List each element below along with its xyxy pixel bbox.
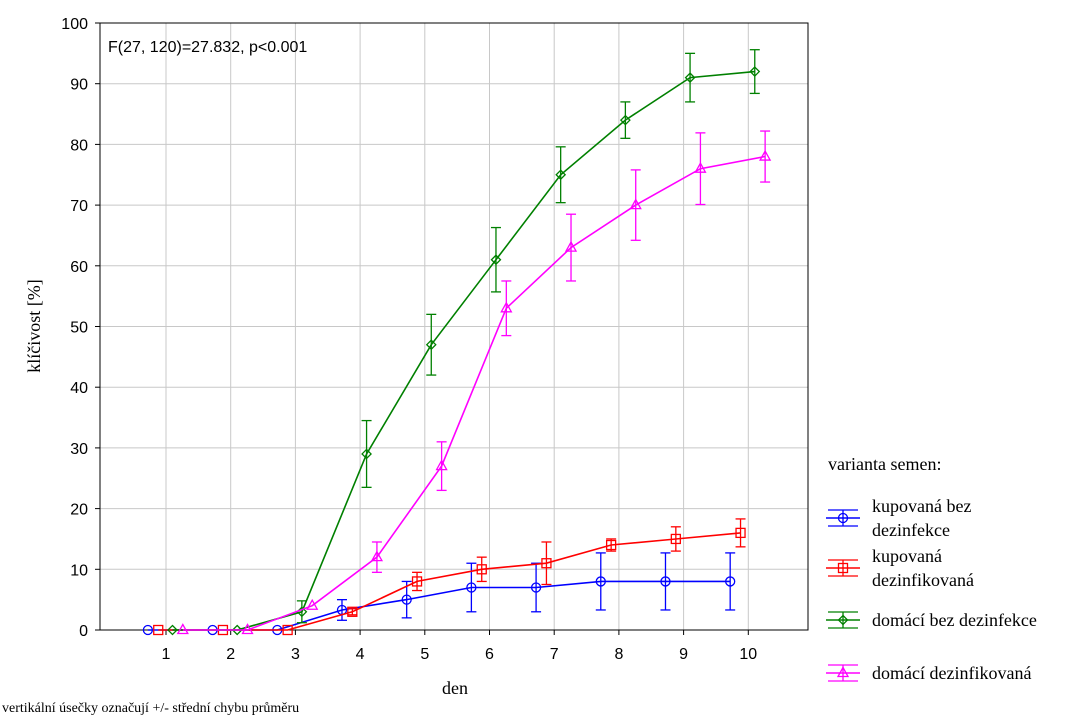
data-point <box>837 614 849 626</box>
data-point <box>605 539 617 551</box>
data-point <box>142 624 154 636</box>
data-point <box>836 666 850 678</box>
y-tick-label: 80 <box>70 137 88 154</box>
data-point <box>153 624 164 636</box>
data-point <box>837 512 849 524</box>
y-tick-label: 0 <box>79 623 88 640</box>
legend-item-2: kupovaná dezinfikovaná <box>826 546 974 590</box>
footnote: vertikální úsečky označují +/- střední c… <box>2 701 299 715</box>
data-point <box>401 594 412 605</box>
x-tick-label: 8 <box>614 646 623 663</box>
y-tick-label: 50 <box>70 320 88 337</box>
data-point <box>500 301 513 313</box>
legend-items: kupovaná bez dezinfekce kupovaná dezinfikov… <box>826 496 1037 683</box>
grid-layer <box>100 23 808 630</box>
data-point <box>759 149 772 161</box>
series-layer <box>142 49 772 636</box>
legend-label: kupovaná <box>872 546 942 566</box>
data-point <box>347 606 358 617</box>
legend-label: domácí bez dezinfekce <box>872 610 1037 630</box>
data-point <box>167 624 178 636</box>
series-line <box>182 155 766 631</box>
x-tick-label: 1 <box>162 646 171 663</box>
data-point <box>629 198 642 210</box>
y-tick-label: 100 <box>61 16 88 33</box>
x-tick-label: 5 <box>420 646 429 663</box>
series-3 <box>167 49 761 636</box>
data-point <box>370 550 384 562</box>
data-point <box>555 169 567 181</box>
legend-label: dezinfikovaná <box>872 570 974 590</box>
data-point <box>725 576 736 587</box>
legend: varianta semen: kupovaná bezdezinfekceku… <box>826 454 1037 683</box>
legend-item-3: domácí bez dezinfekce <box>826 610 1037 630</box>
series-line <box>158 532 741 631</box>
data-point <box>749 66 761 77</box>
x-tick-label: 9 <box>679 646 688 663</box>
data-point <box>670 533 681 545</box>
data-point <box>735 527 746 539</box>
data-point <box>490 254 502 266</box>
data-point <box>619 114 631 126</box>
legend-item-1: kupovaná bez dezinfekce <box>826 496 971 540</box>
series-2 <box>153 518 746 636</box>
y-axis: 0 10 20 30 40 50 60 70 80 90 100 <box>61 16 100 640</box>
data-point <box>241 623 254 635</box>
y-tick-label: 90 <box>70 77 88 94</box>
x-tick-label: 6 <box>485 646 494 663</box>
y-axis-title: klíčivost [%] <box>24 279 44 372</box>
y-tick-label: 20 <box>70 502 88 519</box>
data-point <box>176 623 189 635</box>
series-4 <box>176 130 772 635</box>
x-tick-label: 10 <box>739 646 757 663</box>
y-tick-label: 10 <box>70 562 88 579</box>
data-point <box>425 339 437 351</box>
data-point <box>282 624 293 636</box>
legend-label: domácí dezinfikovaná <box>872 663 1031 683</box>
data-point <box>530 582 542 593</box>
x-tick-label: 2 <box>226 646 235 663</box>
y-tick-label: 40 <box>70 380 88 397</box>
legend-item-4: domácí dezinfikovaná <box>826 663 1031 683</box>
series-line <box>172 70 755 631</box>
series-1 <box>142 552 736 636</box>
data-point <box>435 459 448 471</box>
y-tick-label: 30 <box>70 441 88 458</box>
stat-annotation: F(27, 120)=27.832, p<0.001 <box>108 39 307 56</box>
x-tick-label: 3 <box>291 646 300 663</box>
legend-label: kupovaná bez <box>872 496 971 516</box>
data-point <box>837 562 849 574</box>
data-point <box>541 558 552 569</box>
data-point <box>476 564 487 575</box>
data-point <box>684 72 696 84</box>
x-tick-label: 4 <box>356 646 365 663</box>
legend-label: dezinfekce <box>872 520 950 540</box>
data-point <box>564 240 578 252</box>
y-tick-label: 60 <box>70 259 88 276</box>
y-tick-label: 70 <box>70 198 88 215</box>
data-point <box>306 598 319 610</box>
data-point <box>411 576 423 587</box>
x-axis: 1 2 3 4 5 6 7 8 9 10 <box>162 630 757 663</box>
series-line <box>147 580 731 631</box>
data-point <box>660 576 671 587</box>
data-point <box>361 448 372 460</box>
x-tick-label: 7 <box>550 646 559 663</box>
data-point <box>694 161 707 173</box>
data-point <box>466 582 477 593</box>
legend-title: varianta semen: <box>828 454 941 474</box>
data-point <box>231 624 243 636</box>
data-point <box>595 576 606 587</box>
x-axis-title: den <box>442 678 468 698</box>
